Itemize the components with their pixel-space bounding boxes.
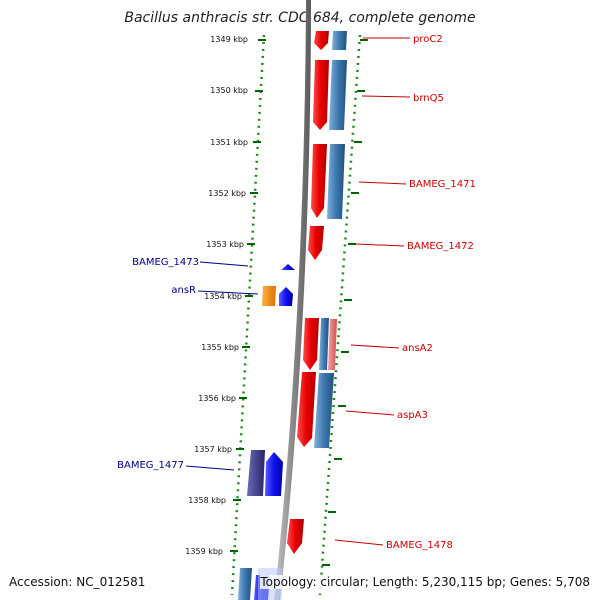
tick-label: 1352 kbp (208, 189, 246, 198)
forward-strand-genes (287, 31, 329, 554)
cds-bottom[interactable] (238, 568, 252, 600)
tick-label: 1349 kbp (210, 35, 248, 44)
label-proC2[interactable]: proC2 (413, 34, 443, 45)
tick-label: 1355 kbp (201, 343, 239, 352)
genome-summary-text: Topology: circular; Length: 5,230,115 bp… (260, 575, 590, 589)
tick-label: 1354 kbp (204, 292, 242, 301)
label-ansR[interactable]: ansR (171, 285, 196, 296)
label-BAMEG_1478[interactable]: BAMEG_1478 (386, 540, 453, 551)
inner-dotted-ring (230, 34, 266, 596)
tick-label: 1356 kbp (198, 394, 236, 403)
cds-ansA2[interactable] (319, 318, 329, 370)
cds-features (238, 31, 347, 600)
tick-label: 1359 kbp (185, 547, 223, 556)
tick-label: 1353 kbp (206, 240, 244, 249)
label-BAMEG_1473[interactable]: BAMEG_1473 (132, 257, 199, 268)
reverse-strand-genes (247, 264, 295, 600)
label-BAMEG_1472[interactable]: BAMEG_1472 (407, 241, 474, 252)
label-BAMEG_1471[interactable]: BAMEG_1471 (409, 179, 476, 190)
gene-ansR-arrow[interactable] (279, 287, 293, 306)
gene-BAMEG_1477-arrow[interactable] (265, 452, 283, 496)
tick-1357: 1357 kbp (194, 445, 342, 460)
kbp-ruler: 1349 kbp 1350 kbp 1351 kbp 1352 kbp 1353… (185, 35, 368, 566)
gene-proC2-arrow[interactable] (314, 31, 329, 50)
tick-1356: 1356 kbp (198, 394, 346, 407)
gene-BAMEG_1473-arrow[interactable] (281, 264, 295, 270)
cds-BAMEG_1471[interactable] (327, 144, 345, 219)
gene-brnQ5-arrow[interactable] (313, 60, 329, 130)
gene-BAMEG_1471-arrow[interactable] (311, 144, 327, 218)
tick-label: 1358 kbp (188, 496, 226, 505)
tick-label: 1350 kbp (210, 86, 248, 95)
tick-1358: 1358 kbp (188, 496, 336, 513)
gene-ansR-orange-block[interactable] (262, 286, 276, 306)
tick-label: 1357 kbp (194, 445, 232, 454)
gene-BAMEG_1472-arrow[interactable] (308, 226, 324, 260)
cds-brnQ5[interactable] (329, 60, 347, 130)
genome-backbone (274, 0, 311, 600)
tick-1351: 1351 kbp (210, 138, 362, 147)
gene-BAMEG_1478-arrow[interactable] (287, 519, 304, 554)
tick-label: 1351 kbp (210, 138, 248, 147)
outer-dotted-ring (318, 34, 362, 596)
label-aspA3[interactable]: aspA3 (397, 410, 428, 421)
gene-BAMEG_1477-purple-block[interactable] (247, 450, 265, 496)
accession-text: Accession: NC_012581 (9, 575, 146, 589)
left-gene-labels: BAMEG_1473 ansR BAMEG_1477 (117, 257, 259, 471)
label-brnQ5[interactable]: brnQ5 (413, 93, 444, 104)
tick-1350: 1350 kbp (210, 86, 365, 95)
right-gene-labels: proC2 brnQ5 BAMEG_1471 BAMEG_1472 ansA2 … (334, 34, 476, 551)
tick-1352: 1352 kbp (208, 189, 359, 198)
tick-1354: 1354 kbp (204, 292, 352, 301)
gene-aspA3-arrow[interactable] (297, 372, 316, 447)
label-ansA2[interactable]: ansA2 (402, 343, 433, 354)
tick-1355: 1355 kbp (201, 343, 349, 353)
cds-proC2[interactable] (332, 31, 347, 50)
gene-ansA2-arrow[interactable] (303, 318, 319, 370)
map-title: Bacillus anthracis str. CDC 684, complet… (124, 10, 476, 26)
tick-1359: 1359 kbp (185, 547, 330, 566)
tick-1353: 1353 kbp (206, 240, 356, 249)
rna-ansA2[interactable] (328, 319, 337, 370)
label-BAMEG_1477[interactable]: BAMEG_1477 (117, 460, 184, 471)
tick-1349: 1349 kbp (210, 35, 368, 44)
cds-aspA3[interactable] (314, 373, 334, 448)
